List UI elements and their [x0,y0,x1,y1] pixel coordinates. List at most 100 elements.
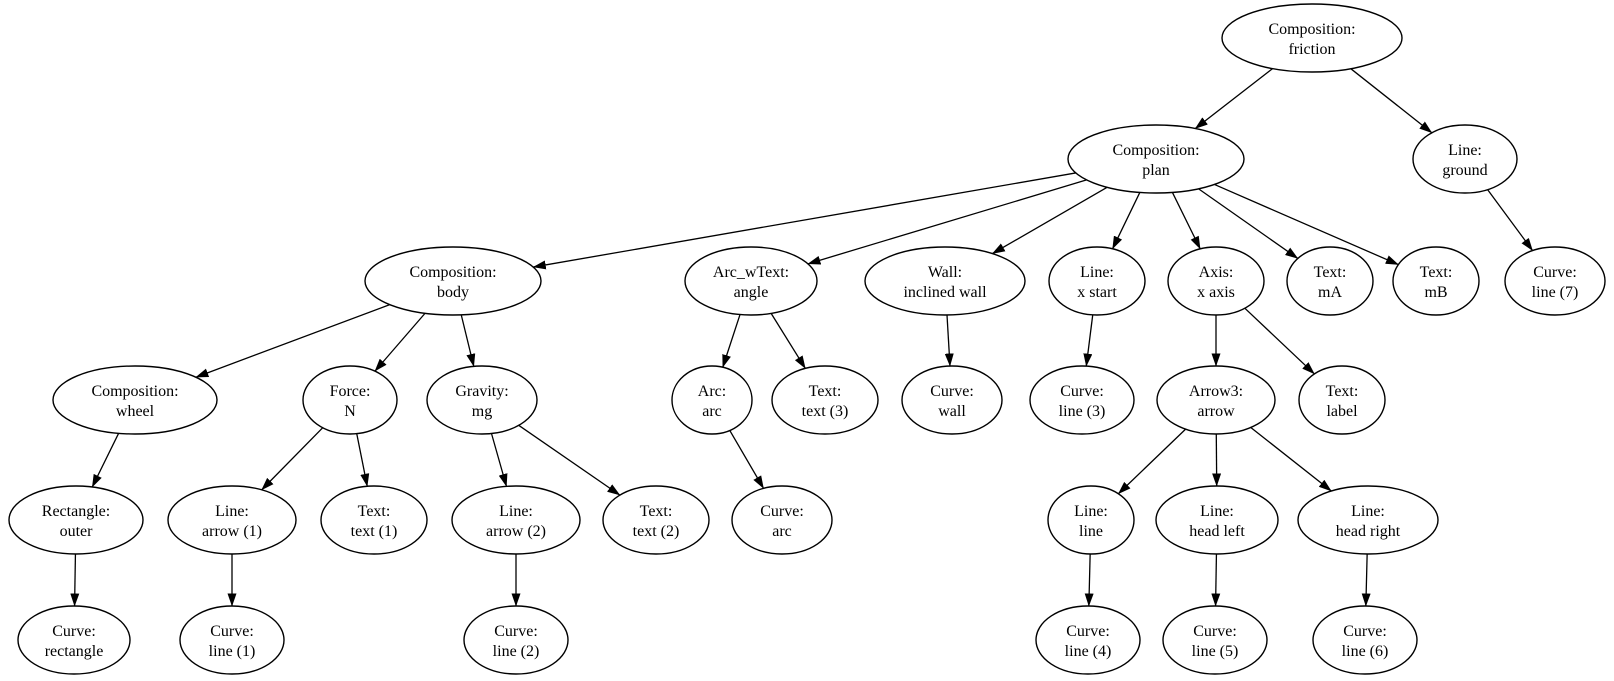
node-line-head-left: Line: head left [1155,485,1279,555]
node-line-x-start: Line: x start [1048,246,1146,316]
node-rectangle-outer: Rectangle: outer [8,485,144,555]
node-ellipse [426,365,538,435]
node-type-label: Gravity: [455,383,508,400]
node-ellipse [1047,485,1135,555]
node-name-label: line (4) [1065,643,1112,660]
node-type-label: Composition: [1112,142,1199,159]
node-type-label: Arc: [698,383,726,400]
edge-arrow-x_axis-to-label [1244,307,1315,375]
node-name-label: head left [1189,523,1245,540]
node-ellipse [1048,246,1146,316]
edge-arrow-body-to-wheel [195,304,391,378]
node-name-label: angle [734,284,769,301]
node-name-label: rectangle [45,643,104,660]
node-ellipse [463,605,569,675]
node-ellipse [1412,124,1518,194]
node-type-label: Text: [809,383,842,400]
node-composition-wheel: Composition: wheel [52,365,218,435]
edge-arrow-plan-to-x_start [1111,192,1141,250]
node-text-text-1: Text: text (1) [320,485,428,555]
node-name-label: x axis [1197,284,1235,301]
node-type-label: Curve: [1066,623,1110,640]
edge-arrow-plan-to-mA [1198,188,1299,259]
node-ellipse [8,485,144,555]
node-type-label: Composition: [409,264,496,281]
node-name-label: mB [1424,284,1447,301]
edge-arrow-head_left-to-line5 [1211,553,1221,607]
node-type-label: Text: [1326,383,1359,400]
node-type-label: Line: [1448,142,1482,159]
node-ellipse [671,365,753,435]
edge-arrow-angle-to-arc [722,314,741,368]
node-name-label: arrow (1) [202,523,262,540]
node-name-label: body [437,284,469,301]
node-ellipse [1035,605,1141,675]
node-name-label: mA [1318,284,1342,301]
node-ellipse [864,246,1026,316]
node-type-label: Curve: [760,503,804,520]
edge-arrow-outer-to-curve_rectangle [70,553,80,607]
node-axis-x-axis: Axis: x axis [1167,246,1265,316]
node-name-label: line (7) [1532,284,1579,301]
node-line-arrow-2: Line: arrow (2) [451,485,581,555]
edge-arrow-arc-to-curve_arc [729,430,765,489]
edge-arrow-body-to-force_n [374,312,426,372]
node-text-text-2: Text: text (2) [602,485,710,555]
node-type-label: Curve: [494,623,538,640]
node-curve-line-3: Curve: line (3) [1029,365,1135,435]
node-name-label: arrow (2) [486,523,546,540]
edge-arrow-arrow3-to-head_right [1250,426,1332,492]
edge-arrow-wheel-to-outer [91,433,120,488]
edge-arrow-plan-to-body [532,172,1076,270]
edge-arrow-angle-to-text3 [770,313,806,369]
node-ellipse [1298,365,1386,435]
node-type-label: Line: [215,503,249,520]
node-type-label: Arrow3: [1189,383,1243,400]
node-type-label: Axis: [1199,264,1234,281]
edge-arrow-plan-to-angle [807,179,1087,265]
node-ellipse [52,365,218,435]
node-curve-line-7: Curve: line (7) [1504,246,1606,316]
node-type-label: Curve: [1060,383,1104,400]
node-name-label: ground [1442,162,1487,179]
node-ellipse [1155,485,1279,555]
edge-arrow-x_start-to-line3 [1083,314,1094,367]
edge-layer [70,68,1534,607]
node-ellipse [1312,605,1418,675]
edge-arrow-body-to-gravity_mg [460,314,476,367]
node-name-label: arc [772,523,792,540]
node-composition-plan: Composition: plan [1067,124,1245,194]
node-type-label: Curve: [1343,623,1387,640]
edge-arrow-friction-to-plan [1194,68,1273,130]
edge-arrow-line_line-to-line4 [1084,553,1094,607]
node-type-label: Wall: [928,264,962,281]
node-name-label: label [1326,403,1358,420]
node-curve-wall: Curve: wall [901,365,1003,435]
edge-arrow-plan-to-inclined_wall [991,186,1108,255]
node-name-label: head right [1336,523,1401,540]
node-ellipse [731,485,833,555]
node-type-label: Curve: [1193,623,1237,640]
node-name-label: N [344,403,356,420]
node-name-label: line [1079,523,1103,540]
node-name-label: line (5) [1192,643,1239,660]
node-curve-arc: Curve: arc [731,485,833,555]
node-ellipse [771,365,879,435]
node-type-label: Text: [1314,264,1347,281]
node-ellipse [602,485,710,555]
node-type-label: Curve: [52,623,96,640]
node-ellipse [684,246,818,316]
node-name-label: line (1) [209,643,256,660]
node-type-label: Rectangle: [42,503,110,520]
node-ellipse [320,485,428,555]
edge-arrow-head_right-to-line6 [1361,553,1371,607]
node-force-n: Force: N [302,365,398,435]
node-type-label: Line: [499,503,533,520]
node-name-label: line (6) [1342,643,1389,660]
node-composition-body: Composition: body [364,246,542,316]
node-ellipse [17,605,131,675]
node-ellipse [1286,246,1374,316]
node-curve-line-6: Curve: line (6) [1312,605,1418,675]
